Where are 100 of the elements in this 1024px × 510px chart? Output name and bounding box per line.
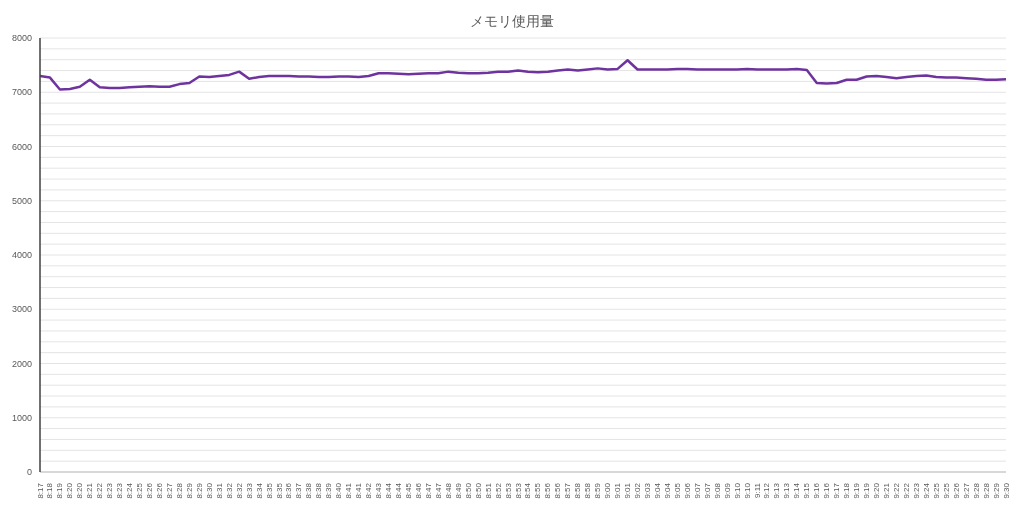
line-series	[38, 58, 1008, 91]
x-tick-label: 8:48	[443, 482, 453, 499]
y-tick-label: 5000	[11, 195, 32, 206]
x-tick-label: 8:32	[224, 482, 234, 499]
x-tick-label: 9:16	[812, 482, 822, 499]
x-tick-label: 8:56	[553, 482, 563, 499]
x-tick-label: 8:38	[314, 482, 324, 499]
x-tick-label: 9:19	[862, 482, 872, 499]
x-tick-label: 9:01	[613, 482, 623, 499]
y-tick-label: 0	[26, 467, 32, 478]
x-tick-label: 8:24	[125, 482, 135, 499]
x-tick-label: 9:29	[991, 482, 1001, 499]
x-tick-label: 8:43	[374, 482, 384, 499]
x-tick-label: 8:29	[194, 482, 204, 499]
x-tick-label: 9:25	[931, 482, 941, 499]
x-tick-label: 9:10	[732, 482, 742, 499]
x-tick-label: 9:07	[702, 482, 712, 499]
x-tick-label: 9:19	[852, 482, 862, 499]
x-tick-label: 9:22	[891, 482, 901, 499]
x-tick-label: 8:26	[155, 482, 165, 499]
x-tick-label: 9:06	[682, 482, 692, 499]
x-tick-label: 8:20	[75, 482, 85, 499]
x-tick-label: 9:12	[762, 482, 772, 499]
x-tick-label: 8:54	[523, 482, 533, 499]
x-tick-label: 9:03	[642, 482, 652, 499]
x-tick-label: 9:07	[692, 482, 702, 499]
x-tick-label: 8:30	[204, 482, 214, 499]
x-tick-label: 9:16	[822, 482, 832, 499]
y-tick-label: 4000	[11, 250, 32, 261]
x-tick-label: 8:28	[174, 482, 184, 499]
x-tick-label: 8:44	[384, 482, 394, 499]
x-tick-label: 9:26	[951, 482, 961, 499]
x-tick-label: 8:32	[234, 482, 244, 499]
x-tick-label: 9:30	[1001, 482, 1011, 499]
x-tick-label: 8:27	[164, 482, 174, 499]
x-tick-label: 8:40	[334, 482, 344, 499]
x-tick-label: 8:50	[473, 482, 483, 499]
x-tick-label: 8:38	[304, 482, 314, 499]
x-tick-label: 8:46	[413, 482, 423, 499]
x-tick-label: 8:59	[593, 482, 603, 499]
x-tick-label: 8:57	[563, 482, 573, 499]
x-tick-label: 8:41	[354, 482, 364, 499]
x-tick-label: 8:53	[513, 482, 523, 499]
x-tick-label: 8:20	[65, 482, 75, 499]
y-tick-label: 3000	[11, 304, 32, 315]
x-tick-label: 8:47	[423, 482, 433, 499]
x-tick-label: 8:50	[463, 482, 473, 499]
y-tick-label: 2000	[11, 358, 32, 369]
x-tick-label: 8:44	[394, 482, 404, 499]
x-tick-label: 8:45	[403, 482, 413, 499]
x-tick-label: 8:25	[135, 482, 145, 499]
x-tick-label: 8:39	[324, 482, 334, 499]
x-tick-label: 9:10	[742, 482, 752, 499]
x-tick-label: 8:23	[105, 482, 115, 499]
x-tick-label: 9:00	[603, 482, 613, 499]
y-tick-label: 6000	[11, 141, 32, 152]
y-tick-label: 7000	[11, 87, 32, 98]
x-tick-label: 9:24	[921, 482, 931, 499]
x-tick-label: 8:36	[284, 482, 294, 499]
x-tick-label: 9:28	[981, 482, 991, 499]
x-tick-label: 8:47	[433, 482, 443, 499]
x-tick-label: 8:49	[453, 482, 463, 499]
x-tick-label: 9:13	[772, 482, 782, 499]
x-tick-label: 9:18	[842, 482, 852, 499]
x-tick-label: 8:23	[115, 482, 125, 499]
x-tick-label: 9:05	[672, 482, 682, 499]
x-tick-label: 8:26	[145, 482, 155, 499]
x-tick-label: 9:14	[792, 482, 802, 499]
x-tick-label: 9:02	[633, 482, 643, 499]
x-tick-label: 9:11	[752, 482, 762, 498]
x-tick-label: 8:22	[95, 482, 105, 499]
x-tick-label: 9:27	[961, 482, 971, 499]
x-tick-label: 8:35	[264, 482, 274, 499]
x-tick-label: 8:53	[503, 482, 513, 499]
x-tick-label: 8:33	[244, 482, 254, 499]
x-tick-label: 8:56	[543, 482, 553, 499]
x-tick-label: 9:09	[722, 482, 732, 499]
x-tick-label: 9:23	[911, 482, 921, 499]
x-tick-label: 8:41	[344, 482, 354, 499]
y-tick-label: 8000	[11, 33, 32, 44]
x-tick-label: 9:20	[872, 482, 882, 499]
x-tick-label: 9:13	[782, 482, 792, 499]
x-tick-label: 8:52	[493, 482, 503, 499]
x-tick-label: 8:17	[35, 482, 45, 499]
x-tick-label: 9:04	[652, 482, 662, 499]
x-tick-label: 9:22	[901, 482, 911, 499]
x-tick-label: 8:31	[214, 482, 224, 499]
x-tick-label: 9:17	[832, 482, 842, 499]
y-tick-label: 1000	[11, 412, 32, 423]
x-tick-label: 8:55	[533, 482, 543, 499]
x-tick-label: 9:04	[662, 482, 672, 499]
x-tick-label: 8:42	[364, 482, 374, 499]
x-tick-label: 8:51	[483, 482, 493, 499]
x-tick-label: 8:29	[184, 482, 194, 499]
x-tick-label: 9:15	[802, 482, 812, 499]
x-tick-label: 8:18	[45, 482, 55, 499]
x-tick-label: 9:25	[941, 482, 951, 499]
x-tick-label: 8:19	[55, 482, 65, 499]
x-tick-label: 9:28	[971, 482, 981, 499]
x-tick-label: 8:37	[294, 482, 304, 499]
